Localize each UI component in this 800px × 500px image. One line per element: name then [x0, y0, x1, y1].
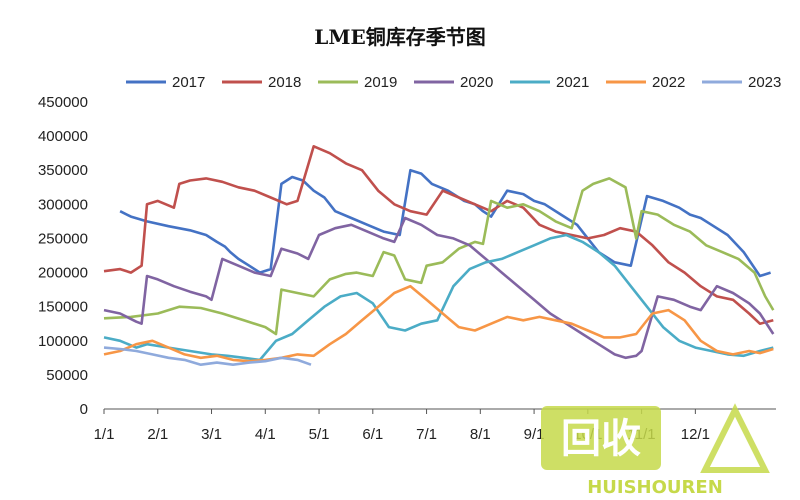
x-tick-label: 5/1	[309, 426, 330, 443]
y-tick-label: 250000	[38, 230, 88, 247]
x-tick-label: 12/1	[681, 426, 710, 443]
y-tick-label: 450000	[38, 94, 88, 111]
legend: 2017 2018 2019 2020 2021 2022 2023	[126, 74, 781, 91]
watermark-logo: 回收 HUISHOUREN	[541, 403, 770, 498]
x-tick-label: 3/1	[201, 426, 222, 443]
legend-label-2018: 2018	[268, 74, 301, 91]
series-line-2022	[103, 284, 774, 363]
y-tick-label: 100000	[38, 333, 88, 350]
y-tick-label: 50000	[46, 367, 88, 384]
x-tick-label: 1/1	[94, 426, 115, 443]
y-tick-label: 350000	[38, 162, 88, 179]
x-tick-label: 4/1	[255, 426, 276, 443]
watermark-badge	[541, 406, 661, 470]
y-tick-label: 150000	[38, 299, 88, 316]
series-line-2020	[103, 216, 775, 360]
series-line-2018	[103, 145, 774, 325]
y-tick-label: 400000	[38, 128, 88, 145]
series-line-2023	[103, 346, 312, 366]
x-tick-label: 8/1	[470, 426, 491, 443]
legend-label-2021: 2021	[556, 74, 589, 91]
legend-label-2022: 2022	[652, 74, 685, 91]
y-tick-label: 0	[80, 401, 88, 418]
legend-label-2017: 2017	[172, 74, 205, 91]
x-tick-label: 2/1	[147, 426, 168, 443]
x-tick-label: 6/1	[362, 426, 383, 443]
x-tick-label: 7/1	[416, 426, 437, 443]
watermark-triangle-icon	[700, 403, 770, 473]
plot-area	[103, 145, 775, 366]
legend-label-2019: 2019	[364, 74, 397, 91]
y-axis: 0 50000 100000 150000 200000 250000 300000 3500…	[38, 94, 88, 418]
chart-title: LME铜库存季节图	[314, 25, 485, 49]
y-tick-label: 200000	[38, 265, 88, 282]
watermark-latin: HUISHOUREN	[587, 477, 723, 498]
legend-label-2023: 2023	[748, 74, 781, 91]
legend-label-2020: 2020	[460, 74, 493, 91]
y-tick-label: 300000	[38, 196, 88, 213]
x-tick-label: 9/1	[524, 426, 545, 443]
watermark-chinese: 回收	[561, 416, 641, 462]
x-axis: 1/12/13/14/15/16/17/18/19/110/111/112/1	[94, 408, 776, 443]
series-line-2021	[103, 233, 774, 362]
series-line-2017	[119, 168, 771, 278]
